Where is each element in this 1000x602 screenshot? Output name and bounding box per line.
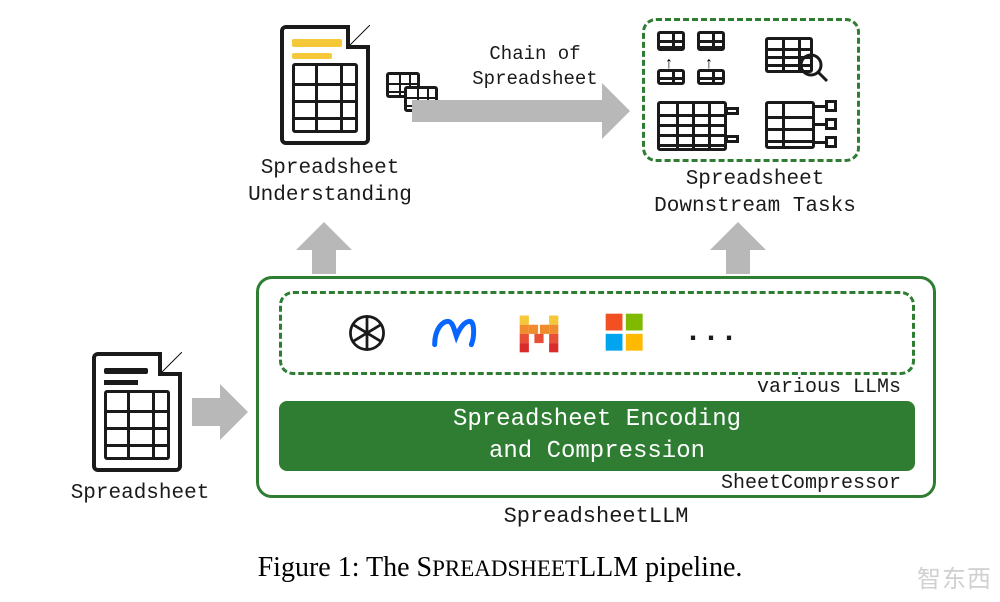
input-arrow [192, 398, 220, 426]
chain-label: Chain of Spreadsheet [445, 42, 625, 91]
caption-sc2: LLM [579, 552, 638, 583]
input-doc-icon [92, 352, 182, 472]
understanding-label: Spreadsheet Understanding [230, 155, 430, 210]
understanding-doc-icon [280, 25, 370, 145]
various-llms-label: various LLMs [757, 375, 901, 401]
understanding-line2: Understanding [248, 184, 412, 207]
caption-sc1: PREADSHEET [432, 556, 579, 581]
figure-caption: Figure 1: The SPREADSHEETLLM pipeline. [0, 552, 1000, 584]
chain-line1: Chain of [489, 43, 580, 65]
meta-logo-icon [428, 308, 478, 358]
task-icon-tr [765, 33, 837, 88]
microsoft-logo-icon [600, 308, 650, 358]
encoder-box: Spreadsheet Encoding and Compression [279, 401, 915, 471]
sheetcompressor-text: SheetCompressor [721, 472, 901, 495]
mistral-logo-icon [514, 308, 564, 358]
chain-line2: Spreadsheet [472, 68, 597, 90]
spreadsheetllm-text: SpreadsheetLLM [504, 504, 689, 529]
task-icon-br [765, 101, 837, 156]
watermark-text: 智东西 [917, 559, 992, 594]
arrow-up-understanding [312, 250, 336, 274]
sheetcompressor-label: SheetCompressor [721, 471, 901, 497]
arrow-up-downstream [726, 250, 750, 274]
spreadsheet-input-label: Spreadsheet [65, 480, 215, 507]
chain-arrow [412, 100, 602, 122]
task-icon-tl: ↑ ↑ [657, 31, 729, 86]
llm-logos-row: ... [342, 308, 736, 358]
understanding-line1: Spreadsheet [261, 157, 400, 180]
downstream-line2: Downstream Tasks [654, 195, 856, 218]
task-icon-bl [657, 101, 729, 156]
spreadsheetllm-box: ... various LLMs Spreadsheet Encoding an… [256, 276, 936, 498]
caption-suffix: pipeline. [638, 552, 742, 583]
encoder-line2: and Compression [279, 436, 915, 468]
watermark-value: 智东西 [917, 566, 992, 593]
various-llms-box: ... [279, 291, 915, 375]
spreadsheet-input-text: Spreadsheet [71, 482, 210, 505]
downstream-line1: Spreadsheet [686, 168, 825, 191]
downstream-tasks-box: ↑ ↑ [642, 18, 860, 162]
caption-prefix: Figure 1: The [258, 552, 417, 583]
downstream-label: Spreadsheet Downstream Tasks [625, 166, 885, 221]
ellipsis-icon: ... [686, 308, 736, 358]
spreadsheetllm-label: SpreadsheetLLM [256, 503, 936, 532]
ellipsis-text: ... [684, 316, 738, 350]
openai-logo-icon [342, 308, 392, 358]
various-llms-text: various LLMs [757, 376, 901, 399]
encoder-line1: Spreadsheet Encoding [279, 404, 915, 436]
